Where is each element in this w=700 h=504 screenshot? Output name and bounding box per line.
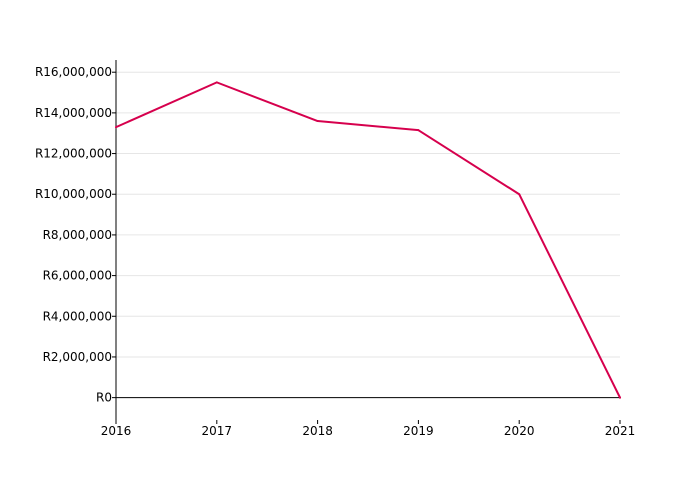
series-line [115, 81, 621, 399]
x-tick-label: 2020 [504, 424, 535, 438]
data-point [619, 396, 621, 399]
y-tick-label: R10,000,000 [35, 187, 112, 201]
data-point [518, 193, 521, 196]
data-series [115, 81, 621, 399]
y-tick-label: R2,000,000 [43, 350, 112, 364]
data-point [215, 81, 218, 84]
x-tick-label: 2021 [605, 424, 636, 438]
x-axis-ticks: 2016 2017 2018 2019 2020 2021 [101, 420, 636, 438]
y-tick-label: R12,000,000 [35, 147, 112, 161]
y-tick-label: R0 [96, 391, 112, 405]
y-axis-ticks: R0 R2,000,000 R4,000,000 R6,000,000 R8,000,0… [35, 65, 116, 405]
y-tick-label: R8,000,000 [43, 228, 112, 242]
gridlines [116, 71, 620, 358]
data-point [417, 129, 420, 132]
data-point [115, 126, 117, 129]
y-tick-label: R14,000,000 [35, 106, 112, 120]
data-point [316, 120, 319, 123]
x-tick-label: 2016 [101, 424, 132, 438]
y-tick-label: R16,000,000 [35, 65, 112, 79]
x-tick-label: 2019 [403, 424, 434, 438]
x-tick-label: 2018 [302, 424, 333, 438]
y-tick-label: R4,000,000 [43, 309, 112, 323]
axes [115, 60, 620, 420]
y-tick-label: R6,000,000 [43, 269, 112, 283]
x-tick-label: 2017 [202, 424, 233, 438]
